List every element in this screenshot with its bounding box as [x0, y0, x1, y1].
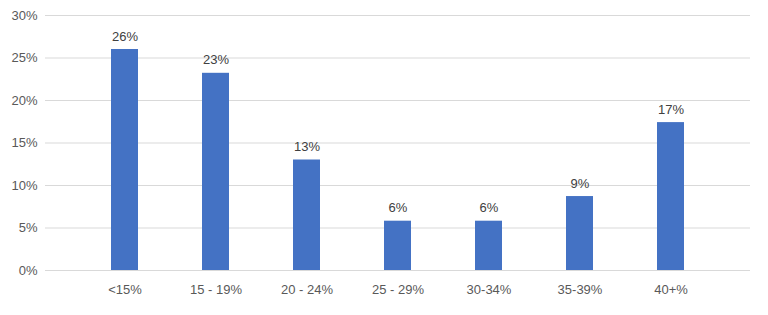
svg-text:35-39%: 35-39% — [558, 282, 603, 297]
svg-text:17%: 17% — [658, 102, 684, 117]
svg-text:20 - 24%: 20 - 24% — [281, 282, 333, 297]
svg-text:15 - 19%: 15 - 19% — [190, 282, 242, 297]
svg-text:23%: 23% — [203, 52, 229, 67]
svg-text:6%: 6% — [480, 200, 499, 215]
svg-text:25%: 25% — [11, 50, 37, 65]
svg-text:26%: 26% — [112, 29, 138, 44]
svg-text:0%: 0% — [19, 263, 38, 278]
svg-text:5%: 5% — [19, 220, 38, 235]
svg-text:30%: 30% — [11, 8, 37, 23]
svg-text:9%: 9% — [571, 176, 590, 191]
svg-text:13%: 13% — [294, 139, 320, 154]
svg-text:15%: 15% — [11, 135, 37, 150]
svg-text:30-34%: 30-34% — [467, 282, 512, 297]
svg-text:25 - 29%: 25 - 29% — [372, 282, 424, 297]
svg-text:20%: 20% — [11, 93, 37, 108]
svg-text:10%: 10% — [11, 178, 37, 193]
svg-text:6%: 6% — [389, 200, 408, 215]
svg-text:40+%: 40+% — [654, 282, 688, 297]
svg-text:<15%: <15% — [108, 282, 142, 297]
